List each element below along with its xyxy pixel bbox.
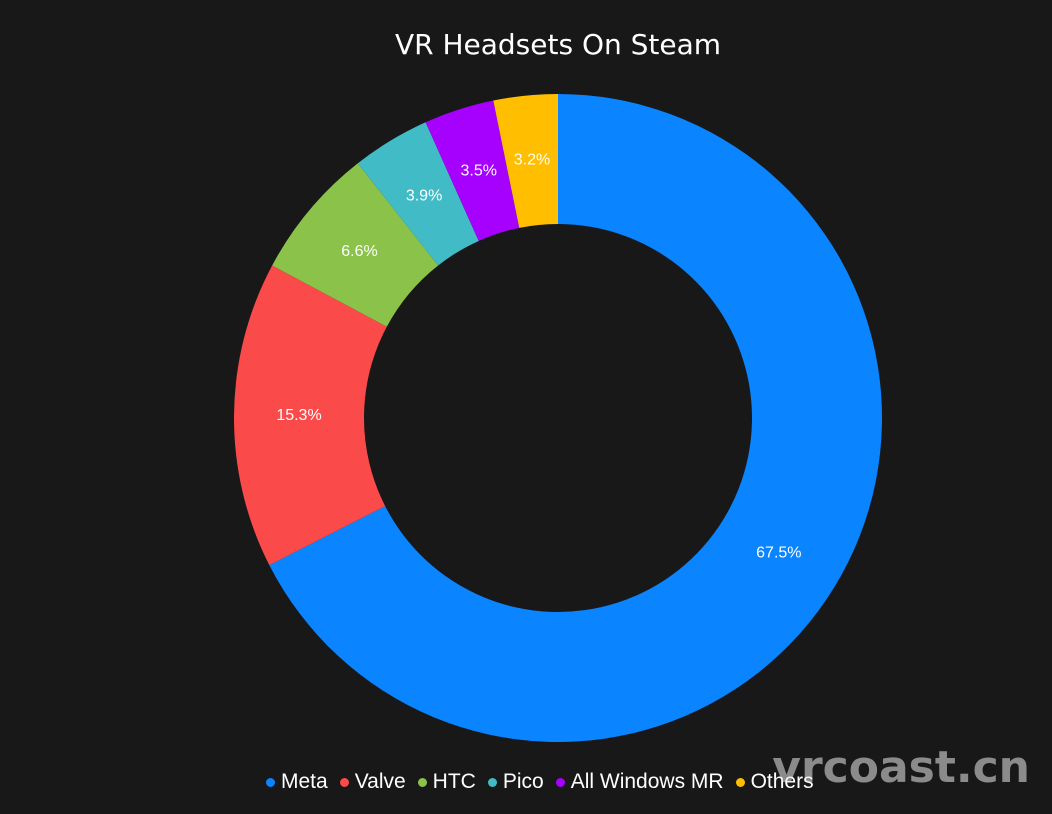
slice-others — [493, 94, 558, 228]
slice-label-meta: 67.5% — [756, 545, 801, 562]
slice-meta — [269, 94, 883, 742]
legend-dot-icon — [417, 777, 427, 787]
legend-label: All Windows MR — [570, 770, 724, 793]
legend-dot-icon — [555, 777, 565, 787]
legend-item-others[interactable]: Others — [735, 770, 814, 794]
slice-label-pico: 3.9% — [406, 188, 442, 205]
legend-label: Pico — [502, 770, 544, 793]
legend-dot-icon — [339, 777, 349, 787]
legend-dot-icon — [487, 777, 497, 787]
chart-title: VR Headsets On Steam — [394, 28, 722, 61]
slice-valve — [234, 265, 387, 566]
slice-all-windows-mr — [425, 100, 520, 241]
legend-label: Meta — [281, 770, 328, 793]
slice-label-valve: 15.3% — [276, 407, 321, 424]
legend-label: HTC — [432, 770, 476, 793]
legend-item-all-windows-mr[interactable]: All Windows MR — [555, 770, 724, 794]
slice-htc — [272, 163, 439, 327]
slice-label-htc: 6.6% — [341, 243, 377, 260]
legend-item-valve[interactable]: Valve — [339, 770, 406, 794]
legend-item-htc[interactable]: HTC — [417, 770, 476, 794]
legend-dot-icon — [735, 777, 745, 787]
slice-label-all-windows-mr: 3.5% — [461, 163, 497, 180]
legend-label: Others — [750, 770, 814, 793]
legend-dot-icon — [266, 777, 275, 787]
legend: Meta Valve HTC Pico All Windows MR Others — [266, 770, 814, 794]
slice-label-others: 3.2% — [514, 152, 550, 169]
legend-item-pico[interactable]: Pico — [487, 770, 544, 794]
legend-label: Valve — [354, 770, 406, 793]
slice-pico — [357, 122, 479, 266]
legend-item-meta[interactable]: Meta — [266, 770, 328, 794]
